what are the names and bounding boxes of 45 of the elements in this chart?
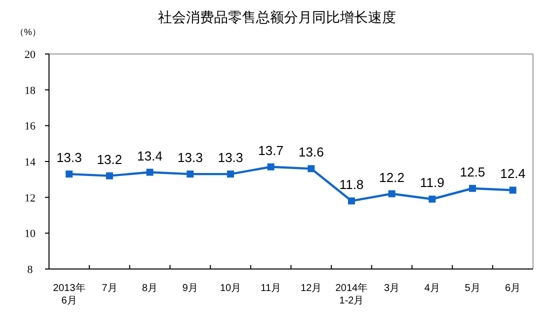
point xyxy=(428,196,436,203)
chart-title: 社会消费品零售总额分月同比增长速度 xyxy=(158,9,396,25)
point xyxy=(388,190,396,198)
point xyxy=(308,165,315,172)
y-tick-label: 16 xyxy=(24,120,36,133)
point xyxy=(106,172,113,180)
x-tick-label: 2013年 6月 xyxy=(53,282,86,306)
y-tick-label: 20 xyxy=(24,49,36,61)
data-label: 13.3 xyxy=(218,150,244,166)
point xyxy=(267,163,274,170)
point xyxy=(469,184,476,192)
y-tick-label: 12 xyxy=(24,192,36,204)
point xyxy=(66,170,73,178)
y-axis-title: （%） xyxy=(14,27,42,37)
x-tick-label: 6月 xyxy=(505,283,521,294)
data-label: 12.2 xyxy=(379,170,404,185)
x-tick-label: 3月 xyxy=(384,283,400,294)
x-tick-label: 5月 xyxy=(464,283,480,294)
x-tick-label: 10月 xyxy=(220,283,242,294)
data-label: 12.4 xyxy=(500,166,526,182)
y-tick-label: 18 xyxy=(24,84,36,97)
data-label: 13.4 xyxy=(137,148,162,164)
y-tick-label: 10 xyxy=(24,228,36,240)
x-tick-label: 4月 xyxy=(424,283,440,294)
x-tick-label: 11月 xyxy=(260,283,282,294)
data-label: 13.7 xyxy=(258,142,284,158)
y-tick-label: 8 xyxy=(27,264,34,276)
x-tick-label: 12月 xyxy=(300,283,322,294)
data-label: 13.3 xyxy=(178,150,203,166)
x-tick-label: 7月 xyxy=(102,283,118,294)
point xyxy=(509,186,516,194)
point xyxy=(348,197,355,204)
y-tick-label: 14 xyxy=(24,156,36,168)
data-label: 11.8 xyxy=(339,176,364,192)
point xyxy=(227,170,234,178)
data-label: 13.2 xyxy=(96,152,122,167)
x-tick-label: 2014年 1-2月 xyxy=(335,282,368,306)
data-label: 11.9 xyxy=(420,175,444,190)
point xyxy=(146,168,154,176)
x-tick-label: 8月 xyxy=(142,283,158,294)
data-label: 12.5 xyxy=(460,164,486,180)
point xyxy=(186,170,194,178)
x-tick-label: 9月 xyxy=(182,283,198,294)
data-label: 13.6 xyxy=(298,144,324,160)
data-label: 13.3 xyxy=(56,150,82,166)
